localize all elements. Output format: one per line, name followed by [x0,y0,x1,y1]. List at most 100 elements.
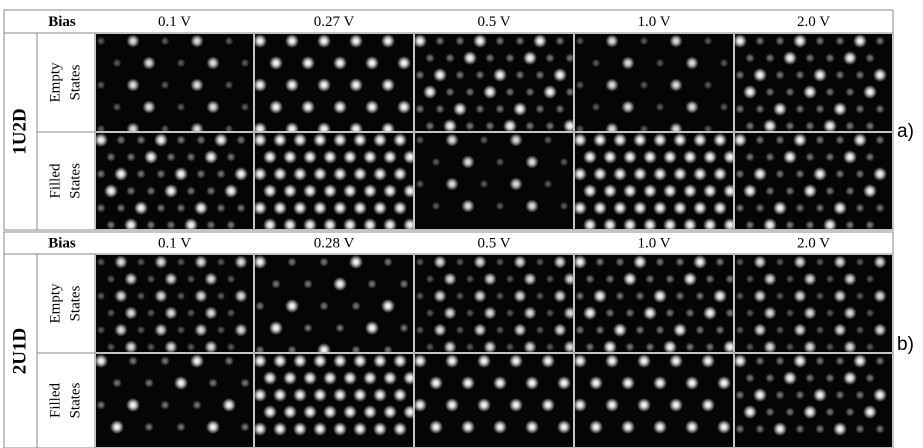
spot [605,274,615,284]
spot [187,309,196,318]
spot [673,167,687,181]
spot [723,150,737,164]
spot [613,133,627,147]
spot [816,292,825,301]
spot [97,326,106,335]
spot [825,186,835,196]
spot [453,102,467,116]
spot [843,51,857,65]
spot [553,289,566,302]
spot [97,37,106,46]
spot [263,150,277,164]
spot [695,291,705,301]
spot [535,104,545,114]
spot [743,85,757,99]
spot [146,220,156,230]
spot [625,308,635,318]
spot [432,158,441,167]
spot [271,279,281,289]
spot [525,121,535,131]
spot [685,420,699,434]
spot [429,420,443,434]
spot [589,420,603,434]
spot [383,184,397,198]
spot [755,424,765,434]
spot [776,326,785,335]
stm-image [414,132,574,230]
spot [546,275,555,284]
spot [443,272,456,285]
spot [303,184,317,198]
spot [144,422,154,432]
spot [813,68,827,82]
spot [623,184,637,198]
spot [333,201,347,215]
spot [793,133,807,147]
spot [333,422,347,436]
spot [204,150,218,164]
spot [725,308,735,318]
stm-image [94,353,254,448]
spot [253,133,267,147]
spot [240,378,250,388]
spot [426,343,435,352]
spot [194,201,208,215]
spot [433,255,446,268]
spot [653,201,667,215]
spot [765,53,775,63]
spot [525,420,539,434]
spot [793,354,807,368]
spot [174,376,188,390]
spot [856,292,865,301]
spot [785,87,795,97]
spot [625,342,635,352]
spot [506,343,515,352]
stm-image [95,33,254,136]
spot [703,184,717,198]
spot [383,371,397,385]
spot [653,167,667,181]
spot [845,87,855,97]
spot [633,255,647,269]
spot [735,169,745,179]
spot [146,186,156,196]
bias-label: 0.5 V [477,235,510,251]
spot [673,133,687,147]
spot [613,201,627,215]
spot [805,53,815,63]
spot [114,289,127,302]
spot [866,343,875,352]
spot [190,354,204,368]
spot [536,258,545,267]
spot [313,133,327,147]
spot [535,70,545,80]
spot [137,292,146,301]
spot [541,398,555,412]
spot [775,169,785,179]
spot [816,258,825,267]
spot [683,272,697,286]
spot [107,309,116,318]
spot [373,167,387,181]
spot [156,203,166,213]
spot [825,53,835,63]
spot [415,70,425,80]
spot [177,326,186,335]
spot [725,274,735,284]
spot [825,152,835,162]
spot [373,388,387,402]
row-label: States [67,64,83,100]
spot [763,340,776,353]
header-row [4,232,893,254]
spot [713,133,727,147]
spot [544,180,553,189]
spot [107,343,116,352]
spot [669,34,682,47]
spot [835,135,845,145]
spot [866,309,875,318]
row-label: Empty [47,62,63,102]
stm-image [573,254,737,354]
spot [605,34,618,47]
header-row [4,10,893,33]
spot [283,371,297,385]
